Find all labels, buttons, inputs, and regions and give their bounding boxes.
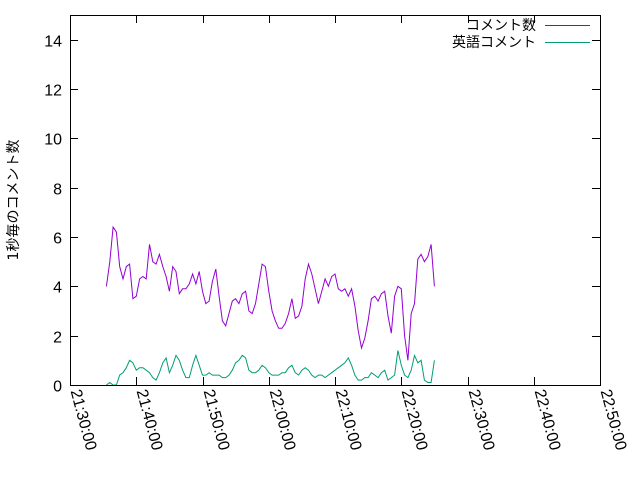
y-tick-label: 2	[53, 330, 62, 347]
y-tick-label: 4	[53, 280, 62, 297]
y-tick-label: 8	[53, 182, 62, 199]
y-tick-label: 6	[53, 231, 62, 248]
y-tick-label: 12	[44, 83, 62, 100]
legend-label-2: 英語コメント	[452, 34, 536, 51]
y-axis: 0 2 4 6 8 10 12 14	[44, 34, 600, 396]
y-axis-label: 1秒毎のコメント数	[6, 140, 22, 261]
y-tick-label: 0	[53, 379, 62, 396]
series-layer	[105, 225, 435, 386]
y-tick-label: 14	[44, 34, 62, 51]
series-line-2	[106, 350, 435, 386]
y-tick-label: 10	[44, 132, 62, 149]
legend-label-1: コメント数	[466, 18, 536, 34]
series-line-1	[105, 225, 435, 361]
